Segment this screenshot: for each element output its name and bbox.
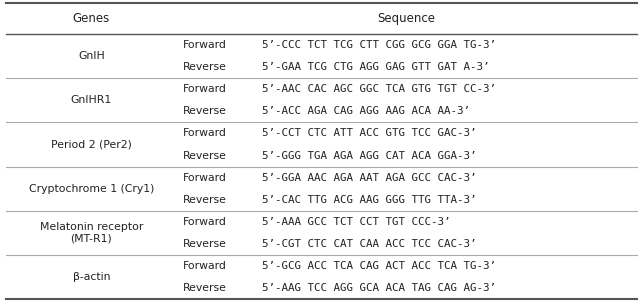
- Text: Period 2 (Per2): Period 2 (Per2): [51, 140, 132, 149]
- Text: Reverse: Reverse: [183, 62, 227, 72]
- Text: Reverse: Reverse: [183, 150, 227, 160]
- Text: Reverse: Reverse: [183, 106, 227, 116]
- Text: Forward: Forward: [183, 217, 227, 227]
- Text: 5’-CCT CTC ATT ACC GTG TCC GAC-3’: 5’-CCT CTC ATT ACC GTG TCC GAC-3’: [262, 128, 476, 138]
- Text: Forward: Forward: [183, 84, 227, 94]
- Text: 5’-AAA GCC TCT CCT TGT CCC-3’: 5’-AAA GCC TCT CCT TGT CCC-3’: [262, 217, 450, 227]
- Text: Cryptochrome 1 (Cry1): Cryptochrome 1 (Cry1): [29, 184, 154, 194]
- Text: Forward: Forward: [183, 172, 227, 183]
- Text: 5’-AAC CAC AGC GGC TCA GTG TGT CC-3’: 5’-AAC CAC AGC GGC TCA GTG TGT CC-3’: [262, 84, 496, 94]
- Text: Forward: Forward: [183, 261, 227, 271]
- Text: Forward: Forward: [183, 128, 227, 138]
- Text: 5’-GGA AAC AGA AAT AGA GCC CAC-3’: 5’-GGA AAC AGA AAT AGA GCC CAC-3’: [262, 172, 476, 183]
- Text: 5’-CCC TCT TCG CTT CGG GCG GGA TG-3’: 5’-CCC TCT TCG CTT CGG GCG GGA TG-3’: [262, 40, 496, 50]
- Text: Melatonin receptor
(MT-R1): Melatonin receptor (MT-R1): [40, 222, 143, 243]
- Text: Genes: Genes: [73, 12, 110, 25]
- Text: GnIHR1: GnIHR1: [71, 95, 112, 105]
- Text: Reverse: Reverse: [183, 239, 227, 249]
- Text: Reverse: Reverse: [183, 283, 227, 293]
- Text: 5’-CAC TTG ACG AAG GGG TTG TTA-3’: 5’-CAC TTG ACG AAG GGG TTG TTA-3’: [262, 195, 476, 205]
- Text: 5’-CGT CTC CAT CAA ACC TCC CAC-3’: 5’-CGT CTC CAT CAA ACC TCC CAC-3’: [262, 239, 476, 249]
- Text: 5’-AAG TCC AGG GCA ACA TAG CAG AG-3’: 5’-AAG TCC AGG GCA ACA TAG CAG AG-3’: [262, 283, 496, 293]
- Text: 5’-ACC AGA CAG AGG AAG ACA AA-3’: 5’-ACC AGA CAG AGG AAG ACA AA-3’: [262, 106, 469, 116]
- Text: β-actin: β-actin: [73, 272, 110, 282]
- Text: 5’-GAA TCG CTG AGG GAG GTT GAT A-3’: 5’-GAA TCG CTG AGG GAG GTT GAT A-3’: [262, 62, 489, 72]
- Text: Reverse: Reverse: [183, 195, 227, 205]
- Text: 5’-GCG ACC TCA CAG ACT ACC TCA TG-3’: 5’-GCG ACC TCA CAG ACT ACC TCA TG-3’: [262, 261, 496, 271]
- Text: 5’-GGG TGA AGA AGG CAT ACA GGA-3’: 5’-GGG TGA AGA AGG CAT ACA GGA-3’: [262, 150, 476, 160]
- Text: GnIH: GnIH: [78, 51, 105, 61]
- Text: Sequence: Sequence: [377, 12, 435, 25]
- Text: Forward: Forward: [183, 40, 227, 50]
